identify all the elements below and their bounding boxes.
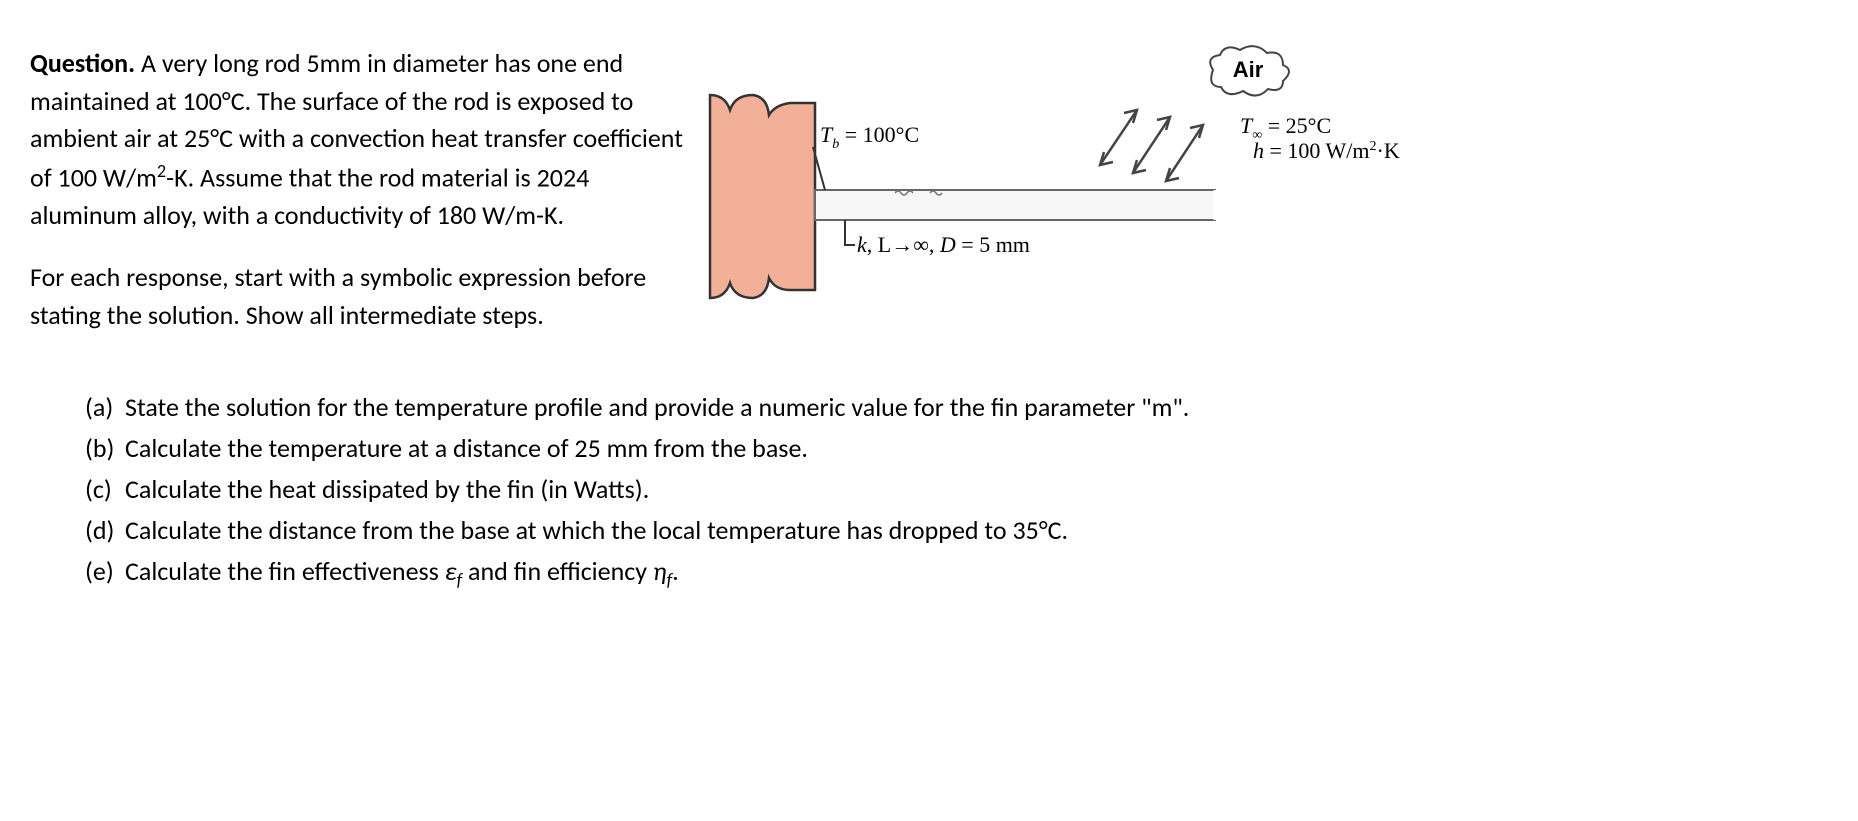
question-body: Question. A very long rod 5mm in diamete… [30, 45, 690, 358]
part-a: (a) State the solution for the temperatu… [85, 388, 1818, 427]
part-a-label: (a) [85, 388, 125, 427]
air-arrows [1100, 110, 1203, 181]
h-label: h = 100 W/m2·K [1253, 138, 1400, 163]
wall-shape [710, 95, 815, 298]
part-e-text: Calculate the fin effectiveness εf and f… [125, 552, 1818, 594]
part-c-label: (c) [85, 470, 125, 509]
rod-shape [815, 190, 1215, 220]
part-c-text: Calculate the heat dissipated by the fin… [125, 470, 1818, 509]
part-e-label: (e) [85, 552, 125, 594]
question-prefix: Question. [30, 47, 135, 79]
part-d-label: (d) [85, 511, 125, 550]
question-paragraph-2: For each response, start with a symbolic… [30, 259, 690, 334]
air-cloud: Air [1210, 46, 1289, 95]
part-b-text: Calculate the temperature at a distance … [125, 429, 1818, 468]
kld-bracket [845, 220, 855, 245]
part-b-label: (b) [85, 429, 125, 468]
question-paragraph-1: Question. A very long rod 5mm in diamete… [30, 45, 690, 235]
fin-diagram: Tb = 100°C k, L→∞, D = 5 mm [705, 45, 1455, 325]
parts-list: (a) State the solution for the temperatu… [30, 388, 1818, 594]
part-e: (e) Calculate the fin effectiveness εf a… [85, 552, 1818, 594]
part-b: (b) Calculate the temperature at a dista… [85, 429, 1818, 468]
tb-label: Tb = 100°C [820, 122, 919, 152]
part-d: (d) Calculate the distance from the base… [85, 511, 1818, 550]
part-d-text: Calculate the distance from the base at … [125, 511, 1818, 550]
part-a-text: State the solution for the temperature p… [125, 388, 1818, 427]
svg-text:Air: Air [1233, 57, 1264, 82]
kld-label: k, L→∞, D = 5 mm [857, 232, 1030, 257]
part-c: (c) Calculate the heat dissipated by the… [85, 470, 1818, 509]
